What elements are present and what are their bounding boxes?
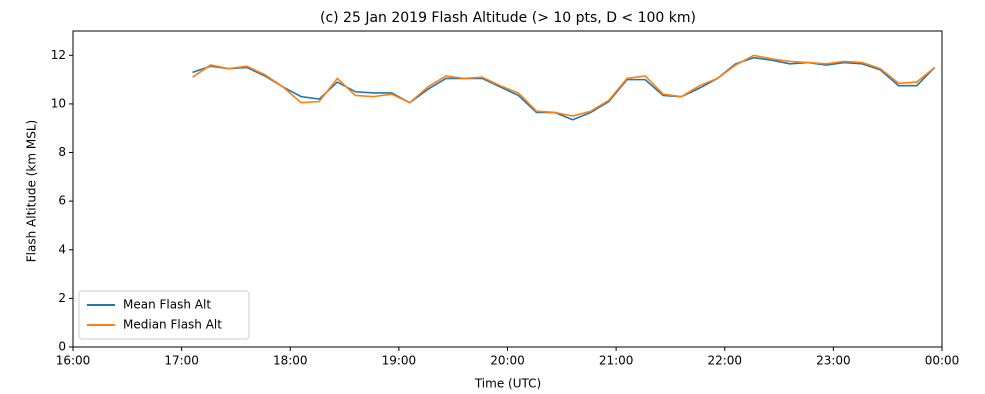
x-tick-label: 17:00 <box>164 354 199 368</box>
legend-label: Mean Flash Alt <box>123 298 211 312</box>
y-tick-label: 4 <box>58 242 66 256</box>
x-tick-label: 00:00 <box>925 354 960 368</box>
y-tick-label: 8 <box>58 145 66 159</box>
x-axis-label: Time (UTC) <box>474 377 541 391</box>
x-tick-label: 18:00 <box>273 354 308 368</box>
legend-label: Median Flash Alt <box>123 318 222 332</box>
y-tick-label: 0 <box>58 340 66 354</box>
series-line <box>192 54 936 117</box>
x-tick-label: 23:00 <box>816 354 851 368</box>
y-tick-label: 6 <box>58 194 66 208</box>
x-tick-label: 22:00 <box>707 354 742 368</box>
y-tick-label: 2 <box>58 291 66 305</box>
y-axis-label: Flash Altitude (km MSL) <box>25 120 39 262</box>
chart-title: (c) 25 Jan 2019 Flash Altitude (> 10 pts… <box>320 10 696 26</box>
plot-frame <box>72 30 943 348</box>
y-tick-label: 10 <box>51 96 66 110</box>
x-tick-label: 16:00 <box>56 354 91 368</box>
x-tick-label: 21:00 <box>599 354 634 368</box>
y-tick-label: 12 <box>51 48 66 62</box>
x-tick-label: 19:00 <box>382 354 417 368</box>
legend-box <box>78 290 250 340</box>
series-line <box>192 56 936 121</box>
x-tick-label: 20:00 <box>490 354 525 368</box>
